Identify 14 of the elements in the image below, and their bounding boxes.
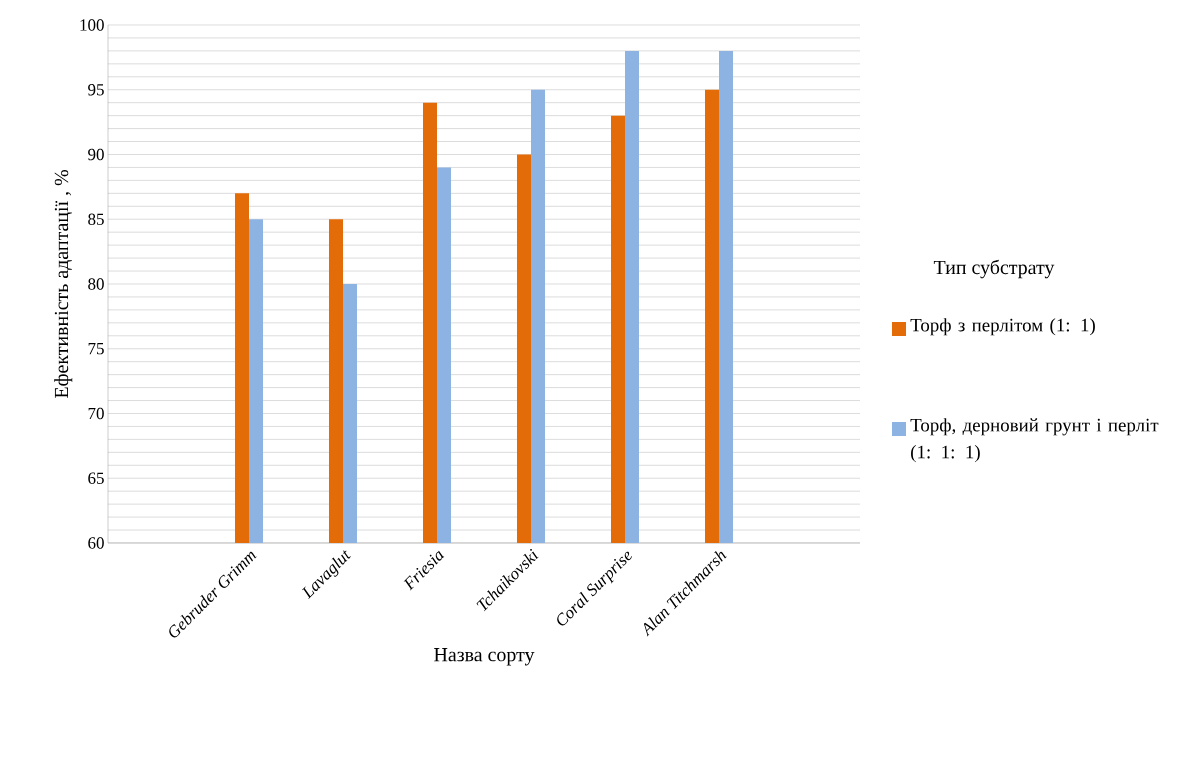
legend-label: Торф, дерновий грунт і перліт (1: 1: 1) xyxy=(910,418,1159,463)
y-tick-label: 100 xyxy=(80,19,104,31)
y-tick-label: 90 xyxy=(88,148,104,161)
y-tick-label: 75 xyxy=(88,343,104,355)
x-axis-title: Назва сорту xyxy=(434,648,535,666)
legend-label: Торф з перлітом (1: 1) xyxy=(910,318,1095,336)
y-tick-label: 60 xyxy=(88,537,104,549)
y-tick-label: 85 xyxy=(88,213,104,225)
y-tick-label: 95 xyxy=(88,84,104,96)
y-tick-label: 80 xyxy=(88,278,104,290)
y-axis-title: Ефективність адаптації , % xyxy=(54,170,73,399)
y-tick-label: 70 xyxy=(88,407,104,420)
y-tick-label: 65 xyxy=(88,472,104,484)
legend-title: Тип субстрату xyxy=(933,259,1055,279)
